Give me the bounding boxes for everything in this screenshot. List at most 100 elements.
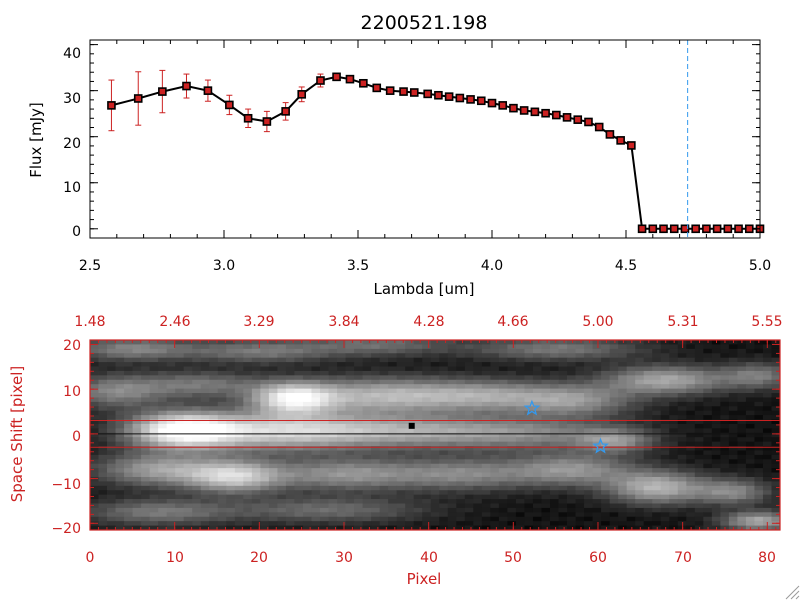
heatmap-cell [550, 450, 559, 456]
image-panel: 1.48 2.46 3.29 3.84 4.28 4.66 5.00 5.31 … [8, 314, 783, 588]
heatmap-cell [447, 521, 457, 526]
heatmap-cell [337, 393, 346, 398]
heatmap-cell [456, 353, 466, 359]
heatmap-cell [243, 468, 253, 473]
heatmap-cell [737, 366, 747, 372]
heatmap-cell [558, 507, 568, 513]
heatmap-cell [515, 415, 525, 420]
heatmap-cell [635, 450, 645, 456]
heatmap-cell [771, 437, 781, 443]
heatmap-cell [575, 507, 585, 513]
heatmap-cell [771, 441, 781, 447]
heatmap-cell [635, 481, 645, 487]
heatmap-cell [618, 393, 628, 398]
heatmap-cell [524, 428, 534, 434]
heatmap-cell [371, 499, 381, 504]
heatmap-cell [294, 472, 304, 478]
heatmap-cell [388, 366, 398, 372]
heatmap-cell [618, 437, 628, 443]
heatmap-cell [601, 370, 611, 376]
heatmap-cell [694, 507, 704, 513]
heatmap-cell [669, 406, 679, 412]
heatmap-cell [149, 494, 159, 500]
heatmap-cell [260, 490, 270, 496]
heatmap-cell [217, 423, 227, 429]
resize-grip-icon[interactable] [785, 585, 800, 600]
heatmap-cell [277, 384, 287, 390]
heatmap-cell [243, 423, 253, 429]
heatmap-cell [652, 512, 662, 518]
heatmap-cell [652, 344, 662, 350]
data-point [345, 74, 355, 84]
heatmap-cell [354, 450, 363, 456]
heatmap-cell [183, 521, 193, 526]
heatmap-cell [243, 415, 253, 420]
heatmap-cell [251, 485, 261, 491]
heatmap-cell [371, 384, 381, 390]
heatmap-cell [277, 490, 287, 496]
heatmap-cell [251, 437, 261, 443]
heatmap-cell [532, 375, 542, 381]
heatmap-cell [209, 397, 219, 403]
heatmap-cell [541, 454, 551, 460]
heatmap-cell [192, 463, 202, 469]
heatmap-cell [754, 401, 764, 407]
heatmap-cell [268, 468, 278, 473]
heatmap-cell [720, 423, 730, 429]
heatmap-cell [720, 512, 730, 518]
heatmap-cell [200, 450, 210, 456]
heatmap-cell [345, 384, 355, 390]
heatmap-cell [601, 423, 611, 429]
heatmap-cell [686, 481, 696, 487]
heatmap-cell [481, 401, 491, 407]
heatmap-cell [337, 401, 346, 407]
heatmap-cell [652, 353, 662, 359]
heatmap-cell [694, 446, 704, 451]
data-point [455, 93, 465, 103]
heatmap-cell [183, 384, 193, 390]
heatmap-cell [371, 446, 381, 451]
heatmap-cell [711, 446, 721, 451]
heatmap-cell [124, 406, 133, 412]
heatmap-cell [175, 516, 185, 522]
heatmap-cell [584, 437, 593, 443]
heatmap-cell [728, 516, 738, 522]
heatmap-cell [217, 516, 227, 522]
heatmap-cell [98, 348, 108, 354]
heatmap-cell [217, 406, 227, 412]
heatmap-cell [98, 406, 108, 412]
heatmap-cell [158, 499, 168, 504]
y-tick-label: 30 [63, 91, 81, 107]
heatmap-cell [362, 468, 372, 473]
heatmap-cell [192, 481, 202, 487]
heatmap-cell [686, 503, 696, 509]
heatmap-cell [362, 512, 372, 518]
heatmap-cell [720, 463, 730, 469]
heatmap-cell [98, 384, 108, 390]
heatmap-cell [320, 370, 329, 376]
heatmap-cell [285, 366, 295, 372]
heatmap-cell [550, 499, 559, 504]
heatmap-cell [635, 463, 645, 469]
heatmap-cell [550, 366, 559, 372]
heatmap-cell [141, 410, 151, 416]
heatmap-cell [379, 401, 389, 407]
heatmap-cell [601, 348, 611, 354]
heatmap-cell [158, 525, 168, 531]
heatmap-cell [643, 512, 653, 518]
heatmap-cell [132, 393, 142, 398]
heatmap-cell [703, 379, 713, 385]
heatmap-cell [473, 366, 483, 372]
heatmap-cell [567, 472, 576, 478]
heatmap-cell [132, 362, 142, 367]
data-point [659, 224, 668, 234]
heatmap-cell [107, 450, 116, 456]
heatmap-cell [762, 348, 772, 354]
heatmap-cell [345, 481, 355, 487]
heatmap-cell [132, 516, 142, 522]
heatmap-cell [592, 410, 602, 416]
heatmap-cell [354, 375, 363, 381]
heatmap-cell [379, 379, 389, 385]
heatmap-cell [558, 437, 568, 443]
heatmap-cell [413, 344, 423, 350]
